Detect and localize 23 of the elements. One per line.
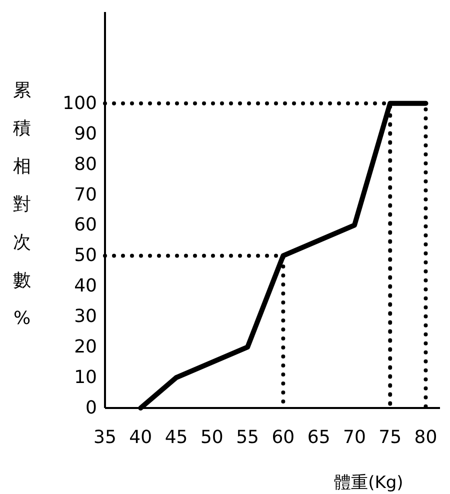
y-tick-label: 0 bbox=[86, 398, 97, 418]
x-tick-label: 70 bbox=[343, 427, 366, 448]
x-axis-title: 體重(Kg) bbox=[334, 473, 404, 493]
x-tick-label: 60 bbox=[272, 427, 295, 448]
y-axis-title: 累積相對次數% bbox=[12, 79, 32, 331]
y-tick-label: 20 bbox=[74, 336, 97, 358]
x-tick-label: 50 bbox=[200, 427, 224, 448]
y-tick-label: 80 bbox=[74, 154, 97, 175]
x-tick-label: 40 bbox=[129, 427, 152, 448]
y-tick-label: 70 bbox=[74, 184, 97, 206]
x-tick-label: 80 bbox=[414, 427, 438, 448]
y-tick-label: 10 bbox=[74, 367, 97, 388]
y-tick-label: 90 bbox=[74, 123, 97, 144]
y-tick-label: 60 bbox=[74, 214, 97, 236]
x-tick-label: 55 bbox=[236, 427, 260, 448]
y-tick-label: 100 bbox=[62, 92, 97, 114]
x-tick-label: 35 bbox=[94, 427, 116, 448]
y-tick-label: 30 bbox=[74, 306, 97, 328]
x-tick-label: 45 bbox=[164, 427, 188, 448]
y-tick-label: 50 bbox=[74, 245, 97, 266]
y-tick-label: 40 bbox=[74, 276, 97, 297]
x-tick-label: 65 bbox=[307, 427, 330, 448]
x-tick-label: 75 bbox=[378, 427, 402, 448]
